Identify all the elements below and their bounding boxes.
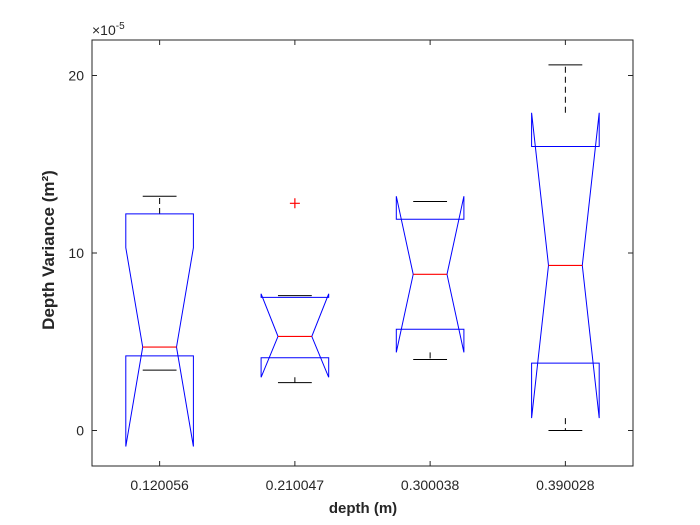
box-0.210047 bbox=[260, 198, 330, 384]
x-tick-label: 0.390028 bbox=[536, 477, 595, 493]
box-0.300038 bbox=[395, 196, 465, 360]
x-tick-label: 0.210047 bbox=[266, 477, 325, 493]
box-0.390028 bbox=[531, 64, 600, 431]
x-tick-label: 0.300038 bbox=[401, 477, 460, 493]
y-tick-label: 20 bbox=[68, 68, 84, 84]
y-axis-title: Depth Variance (m²) bbox=[39, 170, 58, 330]
notched-box bbox=[260, 293, 330, 378]
y-axis-ticks: 0 10 20 bbox=[68, 68, 633, 439]
box-0.120056 bbox=[125, 195, 194, 447]
y-tick-label: 10 bbox=[68, 245, 84, 261]
exponent-power: -5 bbox=[116, 21, 125, 32]
notched-box bbox=[125, 213, 194, 447]
outlier-marker bbox=[289, 198, 300, 209]
x-tick-label: 0.120056 bbox=[130, 477, 189, 493]
x-axis-title: depth (m) bbox=[329, 500, 397, 517]
y-axis-exponent-label: ×10-5 bbox=[92, 21, 125, 38]
exponent-base: ×10 bbox=[92, 22, 116, 38]
y-tick-label: 0 bbox=[76, 423, 84, 439]
notched-box bbox=[395, 196, 465, 353]
x-axis-ticks: 0.120056 0.210047 0.300038 0.390028 bbox=[130, 40, 595, 493]
plot-area-frame bbox=[91, 39, 634, 467]
notched-box bbox=[531, 112, 600, 419]
boxes bbox=[125, 64, 600, 447]
